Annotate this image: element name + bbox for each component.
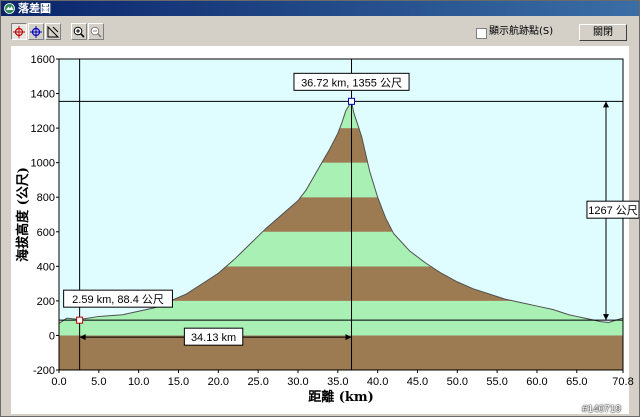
distance-label: 34.13 km	[191, 332, 236, 344]
crosshair-blue-button[interactable]	[28, 23, 44, 40]
x-tick-label: 35.0	[327, 376, 348, 388]
peak-point-label: 36.72 km, 1355 公尺	[301, 77, 402, 89]
elevation-band	[59, 335, 623, 370]
show-waypoints-checkbox[interactable]	[476, 28, 487, 39]
crosshair-red-button[interactable]	[11, 23, 27, 40]
x-tick-label: 20.0	[208, 376, 229, 388]
y-tick-label: -200	[33, 365, 55, 377]
x-tick-label: 10.0	[128, 376, 149, 388]
x-axis-label: 距離 (km)	[308, 389, 374, 405]
crosshair-red-icon	[13, 25, 25, 38]
elevation-chart[interactable]: -200 0 200 400 600 800 1000 1200 1400 1600 0.0 5.0 1…	[1, 46, 639, 416]
y-tick-label: 0	[49, 330, 55, 342]
elevation-chart-svg: -200 0 200 400 600 800 1000 1200 1400 1600 0.0 5.0 1…	[11, 46, 639, 414]
x-tick-label: 40.0	[367, 376, 388, 388]
elevation-diff-label-box	[586, 200, 639, 219]
x-tick-label: 5.0	[91, 376, 106, 388]
crosshair-blue-icon	[30, 25, 42, 38]
zoom-in-icon	[73, 26, 85, 38]
peak-point-marker	[348, 97, 356, 105]
x-tick-label: 30.0	[287, 376, 308, 388]
elevation-arrow-head-top	[603, 101, 609, 108]
y-tick-label: 1000	[31, 158, 55, 170]
y-tick-label: 600	[37, 227, 55, 239]
y-tick-label: 400	[37, 261, 55, 273]
distance-arrow-head-left	[79, 334, 86, 341]
distance-arrow-head-right	[345, 334, 352, 341]
distance-label-box	[183, 327, 244, 346]
start-point-label: 2.59 km, 88.4 公尺	[72, 294, 164, 306]
x-tick-label: 25.0	[247, 376, 268, 388]
x-tick-label: 55.0	[486, 376, 507, 388]
close-button[interactable]: 關閉	[579, 24, 627, 41]
x-tick-label: 70.8	[612, 376, 633, 388]
x-tick-label: 60.0	[526, 376, 547, 388]
toolbar	[1, 17, 639, 45]
zoom-in-button[interactable]	[71, 23, 87, 40]
peak-point-label-box	[293, 72, 410, 91]
x-tick-label: 0.0	[51, 376, 66, 388]
x-tick-label: 45.0	[407, 376, 428, 388]
title-bar[interactable]: 落差圖	[1, 1, 639, 16]
y-tick-label: 800	[37, 192, 55, 204]
y-tick-label: 1600	[31, 54, 55, 66]
zoom-out-icon	[90, 26, 102, 38]
x-tick-label: 65.0	[566, 376, 587, 388]
y-tick-label: 1400	[31, 89, 55, 101]
y-tick-label: 200	[37, 296, 55, 308]
zoom-out-button[interactable]	[88, 23, 104, 40]
measure-icon	[47, 25, 59, 37]
show-waypoints-label[interactable]: 顯示航跡點(S)	[489, 26, 554, 37]
x-tick-label: 15.0	[168, 376, 189, 388]
watermark: #140719	[582, 404, 621, 415]
elevation-diff-label: 1267 公尺	[588, 205, 638, 217]
x-tick-label: 50.0	[447, 376, 468, 388]
window-title: 落差圖	[18, 2, 51, 15]
measure-button[interactable]	[45, 23, 61, 40]
y-tick-label: 1200	[31, 123, 55, 135]
elevation-arrow-head-bottom	[603, 314, 609, 321]
app-icon	[4, 3, 15, 14]
start-point-label-box	[63, 289, 173, 308]
start-point-marker	[76, 316, 84, 324]
y-axis-label: 海拔高度 (公尺)	[15, 167, 31, 262]
